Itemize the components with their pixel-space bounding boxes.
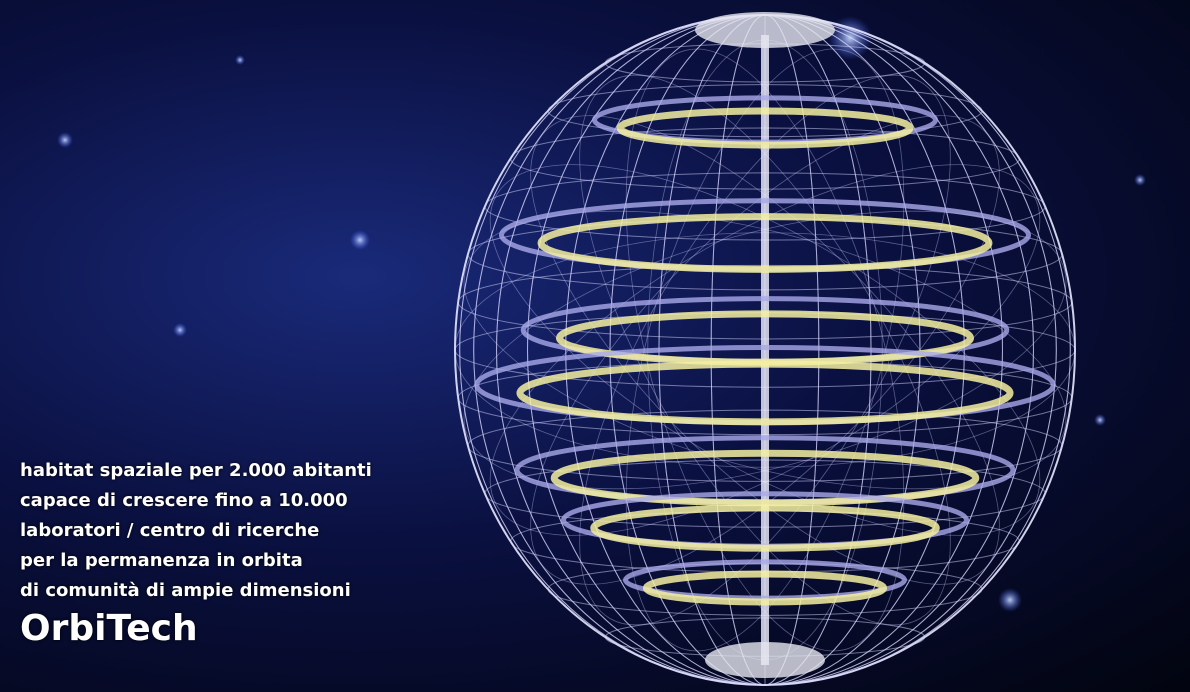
ring bbox=[550, 449, 980, 507]
caption-line: capace di crescere fino a 10.000 bbox=[20, 490, 348, 511]
star bbox=[1134, 174, 1146, 186]
star bbox=[828, 16, 872, 60]
star bbox=[998, 588, 1022, 612]
star bbox=[350, 230, 370, 250]
mesh-line bbox=[579, 74, 951, 626]
star bbox=[235, 55, 245, 65]
mesh-line bbox=[579, 74, 951, 626]
caption-line: laboratori / centro di ricerche bbox=[20, 520, 320, 541]
ring bbox=[616, 107, 914, 149]
ring bbox=[642, 570, 888, 606]
star bbox=[1094, 414, 1106, 426]
ring-band bbox=[623, 559, 907, 601]
caption-line: per la permanenza in orbita bbox=[20, 550, 303, 571]
title: OrbiTech bbox=[20, 608, 198, 649]
star bbox=[173, 323, 187, 337]
top-cap bbox=[695, 12, 835, 48]
caption-line: di comunità di ampie dimensioni bbox=[20, 580, 351, 601]
sphere bbox=[454, 12, 1076, 686]
ring bbox=[537, 213, 993, 273]
star bbox=[57, 132, 73, 148]
caption: habitat spaziale per 2.000 abitanti capa… bbox=[20, 456, 372, 606]
stars bbox=[57, 16, 1146, 612]
caption-line: habitat spaziale per 2.000 abitanti bbox=[20, 460, 372, 481]
mesh-line bbox=[463, 210, 1067, 490]
mesh-line bbox=[463, 210, 1067, 490]
ring bbox=[516, 360, 1014, 426]
bottom-cap bbox=[705, 642, 825, 678]
ring bbox=[590, 504, 940, 552]
